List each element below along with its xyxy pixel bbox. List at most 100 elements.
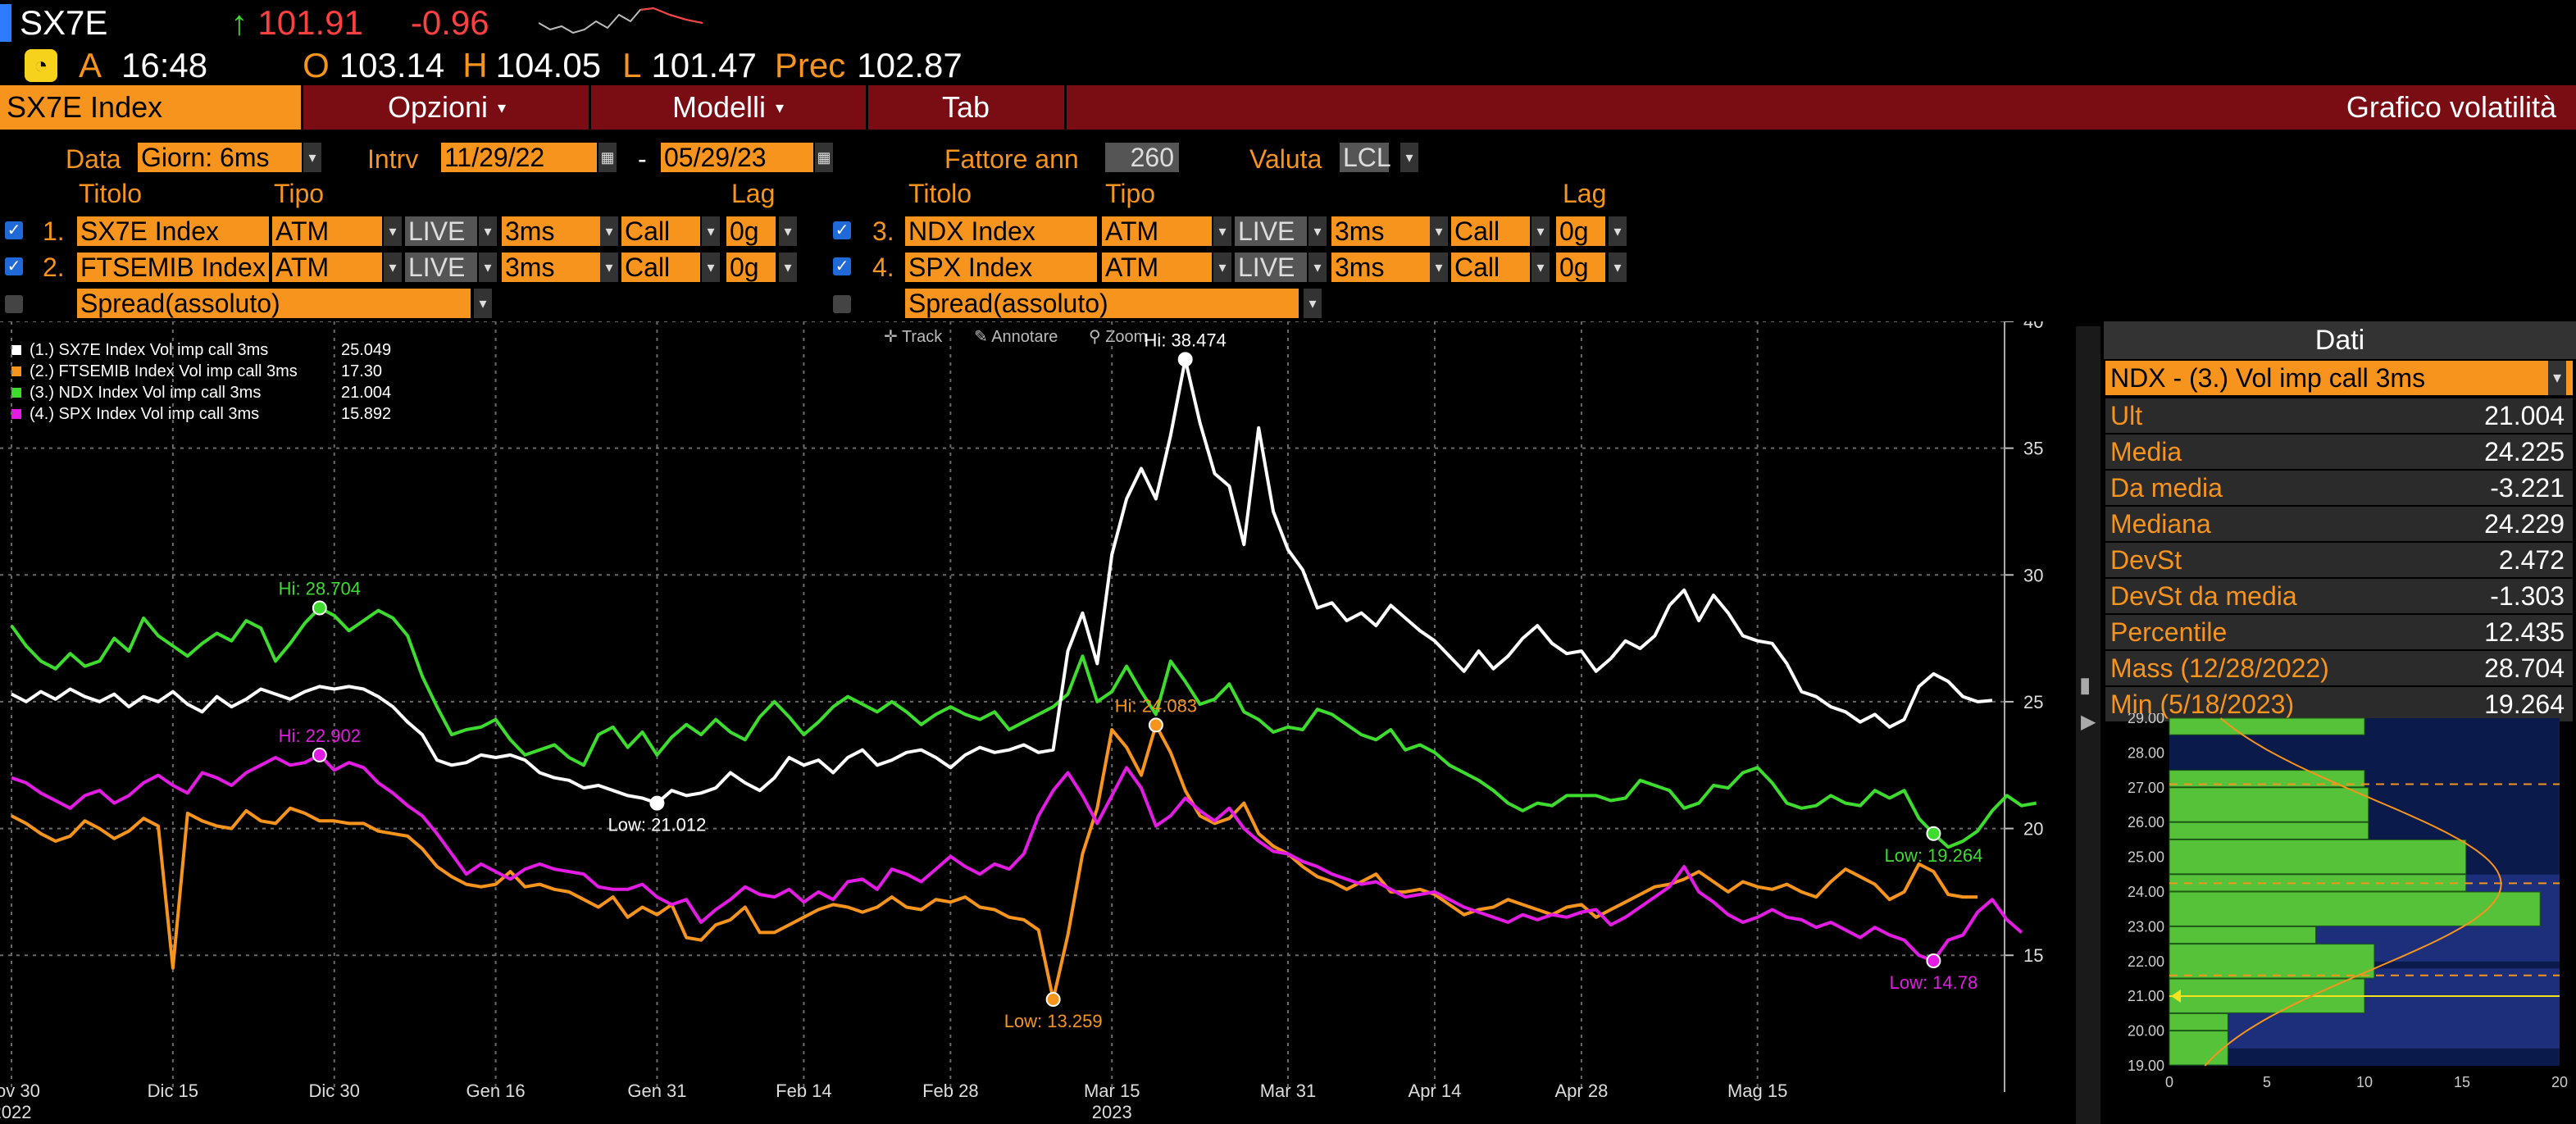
- row-3-security-field[interactable]: NDX Index: [905, 216, 1097, 246]
- dropdown-icon[interactable]: ▾: [1430, 216, 1448, 246]
- dropdown-icon[interactable]: ▾: [1213, 216, 1231, 246]
- row-4-security-field[interactable]: SPX Index: [905, 253, 1097, 282]
- row-4-option-field[interactable]: Call: [1451, 253, 1530, 282]
- row-3-live-field[interactable]: LIVE: [1235, 216, 1307, 246]
- series-selector[interactable]: NDX - (3.) Vol imp call 3ms ▾: [2105, 361, 2573, 395]
- row-2-option-field[interactable]: Call: [621, 253, 700, 282]
- high-value: 104.05: [495, 46, 602, 84]
- periodicity-dropdown-icon[interactable]: ▾: [303, 143, 321, 172]
- spread-left-checkbox[interactable]: [5, 295, 23, 313]
- stat-value: 28.704: [2484, 653, 2565, 683]
- row-2-checkbox[interactable]: ✓: [5, 257, 23, 275]
- expand-arrow-icon[interactable]: ▶: [2081, 711, 2096, 733]
- row-number: 3.: [872, 216, 894, 246]
- chevron-down-icon: ▾: [776, 98, 785, 117]
- bar-chart-icon[interactable]: ▮: [2079, 672, 2091, 697]
- row-4-type-field[interactable]: ATM: [1102, 253, 1212, 282]
- row-2-type-field[interactable]: ATM: [272, 253, 382, 282]
- dropdown-icon[interactable]: ▾: [479, 253, 497, 282]
- row-3-tenor-field[interactable]: 3ms: [1331, 216, 1446, 246]
- row-3-type-field[interactable]: ATM: [1102, 216, 1212, 246]
- dropdown-icon[interactable]: ▾: [1213, 253, 1231, 282]
- row-1-tenor-field[interactable]: 3ms: [502, 216, 617, 246]
- stat-value: 21.004: [2484, 401, 2565, 430]
- row-3-lag-field[interactable]: 0g: [1556, 216, 1605, 246]
- annotate-button[interactable]: ✎ Annotare: [974, 328, 1058, 346]
- hist-y-tick-label: 27.00: [2128, 780, 2164, 796]
- dropdown-icon[interactable]: ▾: [1308, 216, 1327, 246]
- zoom-button[interactable]: ⚲ Zoom: [1089, 328, 1148, 346]
- currency-dropdown-icon[interactable]: ▾: [1400, 143, 1418, 172]
- models-menu[interactable]: Modelli ▾: [590, 85, 868, 130]
- row-2-tenor-field[interactable]: 3ms: [502, 253, 617, 282]
- dropdown-icon[interactable]: ▾: [779, 253, 797, 282]
- row-1-checkbox[interactable]: ✓: [5, 221, 23, 239]
- dropdown-icon[interactable]: ▾: [1304, 289, 1322, 318]
- dropdown-icon[interactable]: ▾: [479, 216, 497, 246]
- row-2-live-field[interactable]: LIVE: [405, 253, 477, 282]
- dropdown-icon[interactable]: ▾: [1609, 216, 1627, 246]
- dropdown-icon[interactable]: ▾: [1430, 253, 1448, 282]
- dropdown-icon[interactable]: ▾: [1531, 216, 1550, 246]
- row-4-tenor-field[interactable]: 3ms: [1331, 253, 1446, 282]
- stat-label: Mass (12/28/2022): [2110, 653, 2329, 683]
- dropdown-icon[interactable]: ▾: [1609, 253, 1627, 282]
- legend-swatch: [11, 409, 21, 419]
- start-date-field[interactable]: 11/29/22: [441, 143, 597, 172]
- hist-y-tick-label: 20.00: [2128, 1023, 2164, 1040]
- periodicity-field[interactable]: Giorn: 6ms: [138, 143, 302, 172]
- row-4-lag-field[interactable]: 0g: [1556, 253, 1605, 282]
- row-2-lag-field[interactable]: 0g: [726, 253, 776, 282]
- calendar-icon[interactable]: ▦: [598, 143, 617, 172]
- dropdown-icon[interactable]: ▾: [779, 216, 797, 246]
- row-1-lag-field[interactable]: 0g: [726, 216, 776, 246]
- extreme-marker: [1148, 717, 1163, 733]
- end-date-field[interactable]: 05/29/23: [661, 143, 813, 172]
- options-menu[interactable]: Opzioni ▾: [305, 85, 591, 130]
- legend-item: (1.) SX7E Index Vol imp call 3ms 25.049: [11, 339, 391, 361]
- row-1-option-field[interactable]: Call: [621, 216, 700, 246]
- spread-left-field[interactable]: Spread(assoluto): [77, 289, 471, 318]
- row-1-live-field[interactable]: LIVE: [405, 216, 477, 246]
- dropdown-icon[interactable]: ▾: [1531, 253, 1550, 282]
- extreme-label: Hi: 28.704: [279, 578, 361, 598]
- dropdown-icon[interactable]: ▾: [1308, 253, 1327, 282]
- row-1-security-field[interactable]: SX7E Index: [77, 216, 269, 246]
- row-1-type-field[interactable]: ATM: [272, 216, 382, 246]
- stat-row: DevSt 2.472: [2105, 543, 2573, 579]
- currency-field[interactable]: LCL: [1340, 143, 1391, 172]
- extreme-marker: [1926, 953, 1941, 969]
- hist-y-tick-label: 24.00: [2128, 884, 2164, 900]
- spread-right-field[interactable]: Spread(assoluto): [905, 289, 1299, 318]
- dropdown-icon[interactable]: ▾: [702, 253, 720, 282]
- dropdown-icon[interactable]: ▾: [384, 253, 402, 282]
- x-tick-label: Mar 31: [1260, 1081, 1316, 1101]
- x-tick-label: Mar 15: [1084, 1081, 1140, 1101]
- current-level-arrow-icon: [2171, 990, 2181, 1003]
- row-3-option-field[interactable]: Call: [1451, 216, 1530, 246]
- stat-value: -3.221: [2490, 473, 2565, 503]
- chevron-down-icon: ▾: [498, 98, 507, 117]
- row-4-live-field[interactable]: LIVE: [1235, 253, 1307, 282]
- security-field[interactable]: SX7E Index: [0, 85, 303, 130]
- dropdown-icon[interactable]: ▾: [600, 216, 618, 246]
- row-2-security-field[interactable]: FTSEMIB Index: [77, 253, 269, 282]
- volatility-chart[interactable]: 40 35 30 25 20 15 Nov 302022 Dic 15 Dic 30 Gen 16…: [0, 321, 2082, 1124]
- hist-x-tick-label: 10: [2356, 1074, 2373, 1090]
- dropdown-icon[interactable]: ▾: [474, 289, 492, 318]
- track-button[interactable]: ✛ Track: [884, 328, 943, 346]
- col-header-titolo: Titolo: [79, 179, 143, 208]
- histogram-bar: [2169, 1031, 2228, 1066]
- panel-splitter[interactable]: [2076, 326, 2100, 1124]
- spread-right-checkbox[interactable]: [833, 295, 851, 313]
- dropdown-icon[interactable]: ▾: [702, 216, 720, 246]
- dropdown-icon[interactable]: ▾: [600, 253, 618, 282]
- row-4-checkbox[interactable]: ✓: [833, 257, 851, 275]
- legend-item: (2.) FTSEMIB Index Vol imp call 3ms 17.30: [11, 361, 391, 382]
- calendar-icon[interactable]: ▦: [815, 143, 833, 172]
- stat-row: DevSt da media -1.303: [2105, 579, 2573, 615]
- dropdown-icon[interactable]: ▾: [384, 216, 402, 246]
- annual-factor-field[interactable]: 260: [1105, 143, 1179, 172]
- row-3-checkbox[interactable]: ✓: [833, 221, 851, 239]
- tab-menu[interactable]: Tab: [867, 85, 1067, 130]
